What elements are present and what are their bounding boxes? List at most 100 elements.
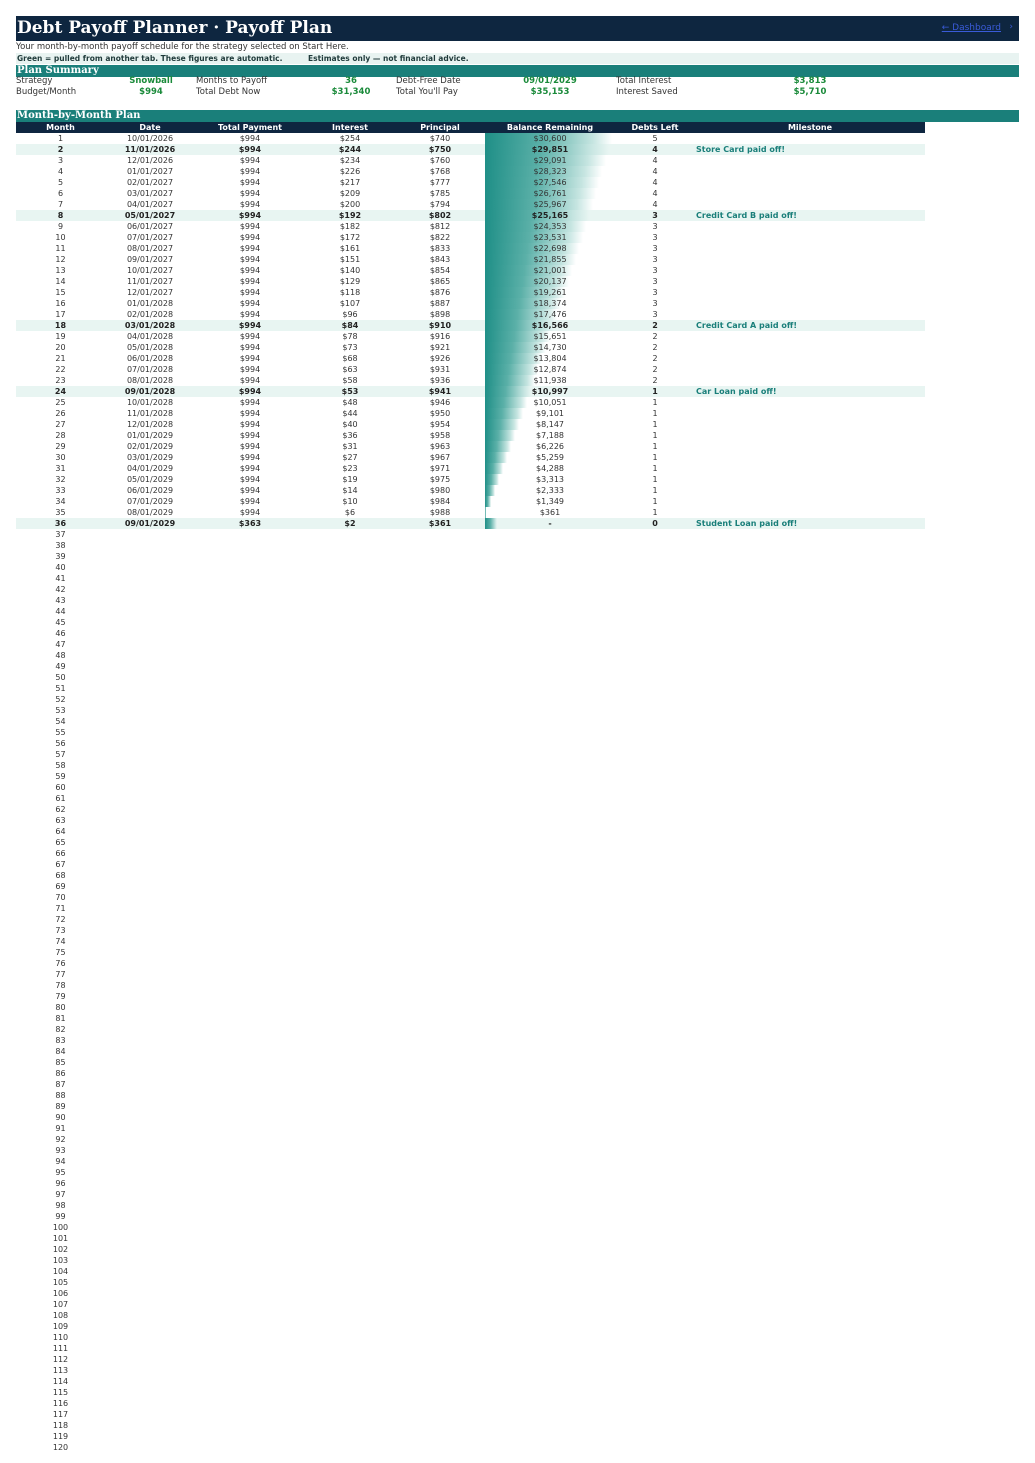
dashboard-link[interactable]: ← Dashboard <box>941 23 1001 33</box>
debts-left-cell: 1 <box>652 486 658 495</box>
table-row: 56 <box>16 738 925 749</box>
date-cell: 05/01/2028 <box>126 343 174 352</box>
month-cell: 14 <box>55 277 66 286</box>
col-header-principal: Principal <box>420 123 460 132</box>
balance-databar <box>485 221 586 232</box>
month-cell: 19 <box>55 332 66 341</box>
table-row: 37 <box>16 529 925 540</box>
balance-cell: $29,091 <box>533 156 567 165</box>
balance-cell: $25,165 <box>531 211 569 220</box>
col-header-total-payment: Total Payment <box>218 123 282 132</box>
table-row: 45 <box>16 617 925 628</box>
month-cell: 4 <box>57 167 64 176</box>
month-cell: 17 <box>55 310 66 319</box>
balance-cell: $10,051 <box>533 398 567 407</box>
payment-cell: $994 <box>239 134 261 143</box>
payment-cell: $994 <box>239 442 261 451</box>
date-cell: 07/01/2029 <box>126 497 174 506</box>
table-row: 23 08/01/2028 $994 $58 $936 $11,938 2 <box>16 375 925 386</box>
balance-databar <box>485 331 550 342</box>
month-cell: 64 <box>55 827 66 836</box>
interest-cell: $68 <box>342 354 358 363</box>
interest-saved-label: Interest Saved <box>616 87 678 97</box>
principal-cell: $967 <box>429 453 451 462</box>
table-row: 59 <box>16 771 925 782</box>
milestone-cell: Store Card paid off! <box>696 145 785 154</box>
table-row: 108 <box>16 1310 925 1321</box>
debts-left-cell: 3 <box>652 233 658 242</box>
month-cell: 101 <box>52 1234 69 1243</box>
balance-cell: - <box>548 519 552 528</box>
monthly-plan-header: Month-by-Month Plan <box>16 110 1019 122</box>
table-row: 68 <box>16 870 925 881</box>
principal-cell: $963 <box>429 442 451 451</box>
date-cell: 10/01/2027 <box>126 266 174 275</box>
balance-cell: $17,476 <box>533 310 567 319</box>
interest-cell: $36 <box>342 431 358 440</box>
principal-cell: $822 <box>429 233 451 242</box>
table-row: 90 <box>16 1112 925 1123</box>
month-cell: 98 <box>55 1201 66 1210</box>
table-row: 38 <box>16 540 925 551</box>
principal-cell: $777 <box>429 178 451 187</box>
balance-databar <box>485 463 503 474</box>
interest-cell: $58 <box>342 376 358 385</box>
table-row: 111 <box>16 1343 925 1354</box>
table-row: 69 <box>16 881 925 892</box>
payment-cell: $994 <box>239 354 261 363</box>
debts-left-cell: 3 <box>652 299 658 308</box>
debts-left-cell: 1 <box>652 431 658 440</box>
table-row: 52 <box>16 694 925 705</box>
table-row: 12 09/01/2027 $994 $151 $843 $21,855 3 <box>16 254 925 265</box>
balance-cell: $20,137 <box>533 277 567 286</box>
table-row: 1 10/01/2026 $994 $254 $740 $30,600 5 <box>16 133 925 144</box>
payment-cell: $994 <box>239 200 261 209</box>
principal-cell: $794 <box>429 200 451 209</box>
table-row: 41 <box>16 573 925 584</box>
date-cell: 06/01/2028 <box>126 354 174 363</box>
table-row: 44 <box>16 606 925 617</box>
table-row: 94 <box>16 1156 925 1167</box>
balance-databar <box>485 353 542 364</box>
chevron-right-icon: › <box>1009 22 1013 32</box>
balance-databar <box>485 243 579 254</box>
table-row: 21 06/01/2028 $994 $68 $926 $13,804 2 <box>16 353 925 364</box>
table-row: 117 <box>16 1409 925 1420</box>
table-row: 42 <box>16 584 925 595</box>
debts-left-cell: 1 <box>652 475 658 484</box>
total-debt-value: $31,340 <box>331 87 371 97</box>
debts-left-cell: 1 <box>652 420 658 429</box>
page-subtitle: Your month-by-month payoff schedule for … <box>16 42 349 52</box>
title-banner: Debt Payoff Planner · Payoff Plan ← Dash… <box>16 16 1019 41</box>
table-row: 114 <box>16 1376 925 1387</box>
plan-summary-title: Plan Summary <box>17 65 99 76</box>
balance-databar <box>485 298 561 309</box>
month-cell: 88 <box>55 1091 66 1100</box>
date-cell: 12/01/2028 <box>126 420 174 429</box>
month-cell: 24 <box>54 387 67 396</box>
table-row: 99 <box>16 1211 925 1222</box>
interest-cell: $140 <box>339 266 361 275</box>
interest-cell: $48 <box>342 398 358 407</box>
month-cell: 100 <box>52 1223 69 1232</box>
month-cell: 37 <box>55 530 66 539</box>
month-cell: 30 <box>55 453 66 462</box>
date-cell: 05/01/2027 <box>124 211 176 220</box>
debts-left-cell: 3 <box>652 288 658 297</box>
table-row: 11 08/01/2027 $994 $161 $833 $22,698 3 <box>16 243 925 254</box>
table-row: 78 <box>16 980 925 991</box>
milestone-cell: Student Loan paid off! <box>696 519 798 528</box>
month-cell: 50 <box>55 673 66 682</box>
col-header-balance: Balance Remaining <box>506 123 594 132</box>
date-cell: 08/01/2028 <box>126 376 174 385</box>
month-cell: 61 <box>55 794 66 803</box>
table-row: 101 <box>16 1233 925 1244</box>
interest-cell: $118 <box>339 288 361 297</box>
principal-cell: $946 <box>429 398 451 407</box>
table-header: Month Date Total Payment Interest Princi… <box>16 122 925 133</box>
month-cell: 86 <box>55 1069 66 1078</box>
month-cell: 91 <box>55 1124 66 1133</box>
balance-cell: $30,600 <box>533 134 567 143</box>
date-cell: 10/01/2028 <box>126 398 174 407</box>
month-cell: 57 <box>55 750 66 759</box>
